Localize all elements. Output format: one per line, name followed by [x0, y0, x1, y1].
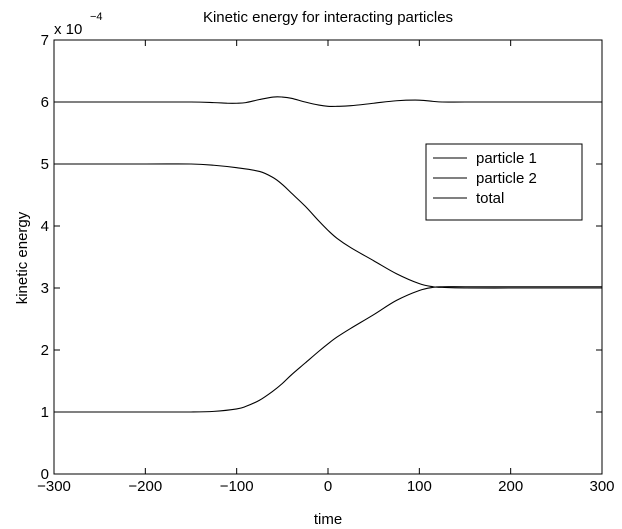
plot-area: −300 −200 −100 0 100 200 300 0 1 2 3 4 5 6 7 particle 1… [37, 32, 614, 495]
legend-label: particle 2 [476, 170, 537, 187]
x-tick-label: 300 [589, 478, 614, 495]
y-axis-label: kinetic energy [14, 211, 31, 304]
x-tick-label: −100 [220, 478, 254, 495]
y-tick-label: 5 [41, 156, 49, 173]
y-tick-label: 7 [41, 32, 49, 49]
series-line-1 [54, 163, 602, 289]
y-multiplier-base: x 10 [54, 21, 82, 38]
legend-label: particle 1 [476, 150, 537, 167]
y-multiplier: x 10 −4 [54, 11, 103, 38]
series-line-3 [54, 96, 602, 108]
y-multiplier-exponent: −4 [90, 11, 103, 23]
y-tick-label: 0 [41, 466, 49, 483]
chart-title: Kinetic energy for interacting particles [203, 9, 453, 26]
x-axis-label: time [314, 511, 342, 528]
legend-label: total [476, 190, 504, 207]
y-tick-label: 6 [41, 94, 49, 111]
y-tick-label: 4 [41, 218, 49, 235]
x-tick-label: 0 [324, 478, 332, 495]
x-tick-label: −200 [128, 478, 162, 495]
y-tick-label: 2 [41, 342, 49, 359]
series-line-2 [54, 286, 602, 413]
x-tick-label: −300 [37, 478, 71, 495]
y-tick-label: 3 [41, 280, 49, 297]
x-tick-label: 100 [407, 478, 432, 495]
legend-box [425, 143, 583, 221]
y-tick-label: 1 [41, 404, 49, 421]
x-tick-label: 200 [498, 478, 523, 495]
axes-frame [53, 39, 603, 475]
